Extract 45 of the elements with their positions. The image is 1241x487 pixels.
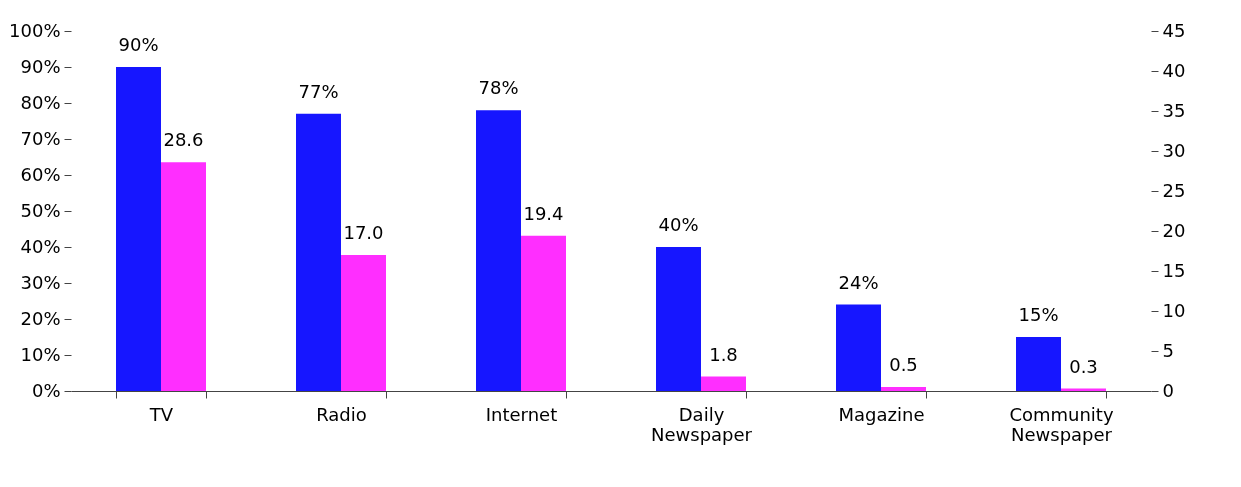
bar: [836, 304, 881, 391]
y2-tick-label: 10: [1162, 299, 1186, 321]
data-label: 24%: [838, 271, 879, 293]
y2-tick-label: 40: [1162, 59, 1186, 81]
y2-tick-label: 5: [1162, 339, 1174, 361]
y2-tick-label: 20: [1162, 219, 1186, 241]
x-tick-label: Daily Newspaper: [651, 403, 753, 445]
y-tick-label: 40%: [20, 235, 61, 257]
y-tick-label: 100%: [9, 19, 61, 41]
data-label: 15%: [1018, 304, 1059, 325]
y2-tick-label: 25: [1162, 179, 1186, 201]
y-tick-label: 90%: [20, 55, 61, 77]
bar: [881, 387, 926, 391]
y-tick-label: 60%: [20, 163, 61, 185]
data-label: 40%: [658, 214, 699, 235]
y2-tick-label: 15: [1162, 259, 1186, 281]
x-tick-label: Magazine: [838, 403, 925, 425]
data-label: 77%: [298, 80, 339, 102]
data-label: 78%: [478, 77, 519, 99]
x-tick-label: Community Newspaper: [1009, 403, 1114, 445]
data-label: 0.3: [1069, 355, 1098, 377]
y-tick-label: 20%: [20, 307, 61, 329]
y-tick-label: 50%: [20, 199, 61, 221]
y2-tick-label: 45: [1162, 19, 1186, 41]
bar: [701, 376, 746, 391]
y-tick-label: 80%: [20, 91, 61, 113]
x-tick-label: TV: [148, 403, 174, 425]
y2-tick-label: 35: [1162, 99, 1186, 121]
data-label: 0.5: [889, 354, 918, 375]
data-label: 17.0: [343, 222, 384, 243]
bar: [296, 113, 341, 391]
bar: [1016, 337, 1061, 391]
data-label: 19.4: [523, 202, 564, 224]
data-label: 1.8: [709, 343, 738, 365]
data-label: 90%: [118, 34, 159, 55]
x-tick-label: Radio: [316, 403, 367, 425]
y-tick-label: 10%: [20, 343, 61, 365]
x-tick-label: Internet: [485, 403, 558, 425]
y2-tick-label: 30: [1162, 139, 1186, 161]
data-label: 28.6: [163, 129, 204, 151]
y-tick-label: 0%: [31, 379, 61, 401]
bar: [656, 247, 701, 391]
y-tick-label: 70%: [20, 127, 61, 149]
y2-tick-label: 0: [1162, 379, 1174, 401]
y-tick-label: 30%: [20, 271, 61, 293]
